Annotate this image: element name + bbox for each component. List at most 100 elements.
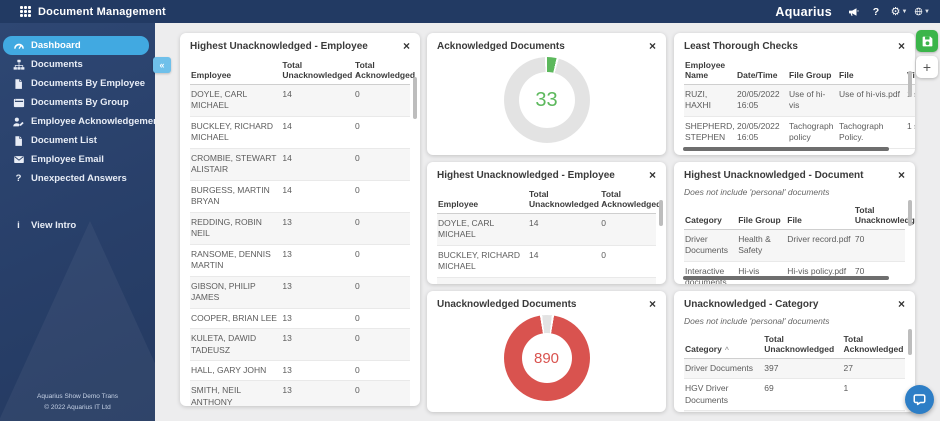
sidebar-item-label: Dashboard — [31, 40, 81, 51]
chevron-down-icon: ▼ — [901, 8, 908, 15]
column-header[interactable]: Total Unacknowledged^ — [281, 54, 359, 85]
sidebar-item-documents[interactable]: Documents — [3, 55, 149, 74]
user-menu[interactable]: ▼ — [914, 4, 930, 20]
column-header[interactable]: Employee — [190, 54, 282, 85]
table-row: BUCKLEY, RICHARD MICHAEL 14 0 — [190, 116, 410, 149]
close-icon[interactable]: × — [897, 39, 905, 53]
vertical-scrollbar[interactable] — [908, 329, 912, 355]
chat-bubble-icon — [913, 394, 926, 406]
column-header[interactable]: Date/Time — [736, 54, 788, 85]
table-row — [684, 410, 905, 412]
sidebar-item-label: Documents By Employee — [31, 78, 146, 89]
vertical-scrollbar[interactable] — [908, 200, 912, 226]
file-icon — [12, 134, 25, 147]
close-icon[interactable]: × — [648, 168, 656, 182]
sidebar-item-dashboard[interactable]: Dashboard — [3, 36, 149, 55]
table-row: SHEPHERD, STEPHEN 20/05/2022 16:05 Tachogr… — [684, 116, 915, 149]
table-row: GIBSON, PHILIP JAMES 13 0 — [190, 276, 410, 309]
column-header[interactable]: Category — [684, 199, 738, 230]
window-icon — [12, 96, 25, 109]
column-header[interactable]: Category ^ — [684, 328, 764, 359]
card-highest-unacknowledged-employee: Highest Unacknowledged - Employee × Empl… — [180, 33, 420, 406]
sidebar-item-label: View Intro — [31, 220, 77, 231]
column-header[interactable]: Total Unacknowledged^ — [527, 183, 606, 214]
vertical-scrollbar[interactable] — [413, 77, 417, 119]
column-header[interactable]: Employee Name — [684, 54, 736, 85]
page-title: Document Management — [38, 5, 166, 18]
column-header[interactable]: Total Acknowledged — [600, 183, 661, 214]
card-acknowledged-documents: Acknowledged Documents × 33 — [427, 33, 666, 155]
category-unacknowledged-table: Category ^ Total Unacknowledged Total Ackno… — [684, 328, 905, 412]
user-edit-icon — [12, 115, 25, 128]
announcements-icon[interactable] — [845, 4, 861, 20]
app-grid-icon[interactable] — [20, 6, 31, 17]
table-row: Driver Documents Health & Safety Driver re… — [684, 229, 905, 262]
horizontal-scrollbar[interactable] — [683, 147, 889, 151]
card-title: Highest Unacknowledged - Document — [684, 170, 864, 181]
column-header[interactable]: File Group — [737, 199, 787, 230]
gear-icon: ⚙ — [890, 5, 901, 18]
table-row: HALL, GARY JOHN 13 0 — [190, 360, 410, 382]
close-icon[interactable]: × — [897, 168, 905, 182]
column-header[interactable]: Total Unacknowledged^ — [853, 199, 915, 230]
column-header[interactable]: File — [786, 199, 854, 230]
sidebar-item-label: Employee Acknowledgement — [31, 116, 155, 127]
sidebar-collapse-button[interactable]: « — [153, 57, 171, 73]
table-row: RANSOME, DENNIS MARTIN 13 0 — [190, 244, 410, 277]
vertical-scrollbar[interactable] — [908, 71, 912, 97]
column-header[interactable]: Total Acknowledged — [842, 328, 905, 359]
table-row: DOYLE, CARL MICHAEL 14 0 — [190, 84, 410, 117]
vertical-scrollbar[interactable] — [659, 200, 663, 226]
top-bar: Document Management Aquarius ? ⚙ ▼ ▼ — [0, 0, 940, 23]
chat-button[interactable] — [905, 385, 934, 414]
sidebar-item-document-list[interactable]: Document List — [3, 131, 149, 150]
close-icon[interactable]: × — [897, 297, 905, 311]
gauge-icon — [12, 39, 25, 52]
close-icon[interactable]: × — [648, 39, 656, 53]
save-dashboard-button[interactable] — [916, 30, 938, 52]
close-icon[interactable]: × — [402, 39, 410, 53]
sort-caret-icon: ^ — [724, 347, 729, 354]
close-icon[interactable]: × — [648, 297, 656, 311]
column-header[interactable]: Employee — [437, 183, 528, 214]
sidebar-watermark — [0, 221, 155, 421]
table-row: Interactive documents Hi-vis Hi-vis policy… — [684, 261, 905, 284]
column-header[interactable]: File — [838, 54, 906, 85]
table-row: KULETA, DAWID TADEUSZ 13 0 — [190, 328, 410, 361]
sidebar-footer-line1: Aquarius Show Demo Trans — [37, 392, 118, 400]
column-header[interactable]: Total Acknowledged — [354, 54, 415, 85]
add-widget-button[interactable]: + — [916, 56, 938, 78]
help-icon[interactable]: ? — [872, 5, 880, 18]
sidebar-item-documents-by-employee[interactable]: Documents By Employee — [3, 74, 149, 93]
sidebar-item-view-intro[interactable]: i View Intro — [3, 216, 149, 235]
table-row: SMITH, NEIL ANTHONY 13 0 — [190, 380, 410, 406]
horizontal-scrollbar[interactable] — [683, 276, 889, 280]
donut-center-value: 890 — [533, 349, 560, 367]
sidebar-item-documents-by-group[interactable]: Documents By Group — [3, 93, 149, 112]
sidebar-item-unexpected-answers[interactable]: ? Unexpected Answers — [3, 169, 149, 188]
column-header[interactable]: Total Unacknowledged — [763, 328, 843, 359]
donut-center-value: 33 — [535, 88, 558, 111]
acknowledged-donut-chart: 33 — [503, 57, 590, 143]
envelope-icon — [12, 153, 25, 166]
sidebar-item-employee-email[interactable]: Employee Email — [3, 150, 149, 169]
card-title: Unacknowledged - Category — [684, 299, 819, 310]
card-highest-unacknowledged-document: Highest Unacknowledged - Document × Does… — [674, 162, 915, 284]
card-highest-unacknowledged-employee-2: Highest Unacknowledged - Employee × Empl… — [427, 162, 666, 284]
table-row: COOPER, BRIAN LEE 13 0 — [190, 308, 410, 330]
chevron-down-icon: ▼ — [924, 8, 930, 15]
sidebar-item-employee-acknowledgement[interactable]: Employee Acknowledgement — [3, 112, 155, 131]
column-header[interactable]: File Group — [788, 54, 838, 85]
unacknowledged-donut-chart: 890 — [503, 315, 590, 401]
sidebar-item-label: Employee Email — [31, 154, 104, 165]
card-title: Acknowledged Documents — [437, 41, 565, 52]
sitemap-icon — [12, 58, 25, 71]
card-note: Does not include 'personal' documents — [684, 316, 830, 326]
sidebar: Dashboard Documents Documents By Employee D… — [0, 23, 155, 421]
settings-menu[interactable]: ⚙ ▼ — [890, 4, 908, 20]
card-unacknowledged-documents: Unacknowledged Documents × 890 — [427, 291, 666, 412]
dashboard-main: Highest Unacknowledged - Employee × Empl… — [155, 23, 940, 421]
